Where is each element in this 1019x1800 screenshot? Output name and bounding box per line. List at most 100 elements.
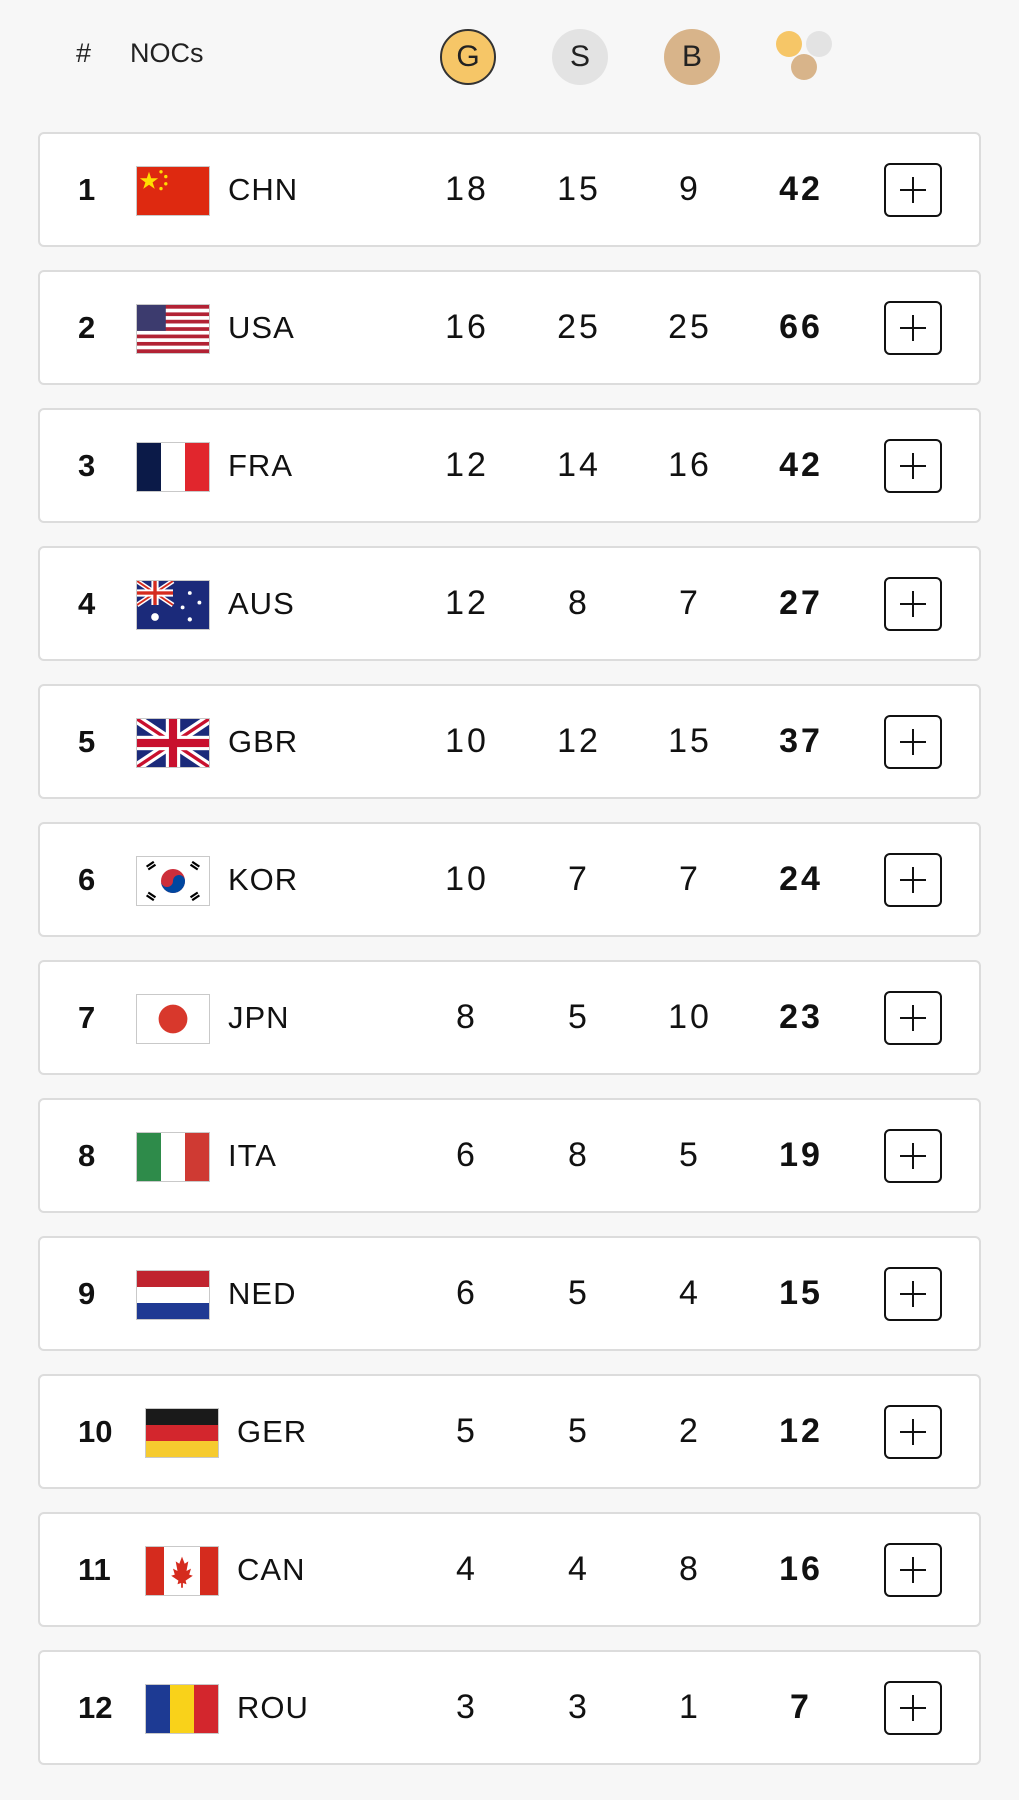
silver-count: 25 xyxy=(557,308,601,346)
noc-code: ROU xyxy=(237,1690,309,1725)
gold-count: 6 xyxy=(456,1136,478,1174)
bronze-count: 15 xyxy=(668,722,712,760)
expand-button[interactable] xyxy=(884,439,942,493)
silver-count: 5 xyxy=(568,1412,590,1450)
canada-flag-icon xyxy=(145,1546,219,1596)
gold-count: 12 xyxy=(445,446,489,484)
expand-button[interactable] xyxy=(884,301,942,355)
rank: 2 xyxy=(78,310,96,345)
medal-table: 1 CHN 18 15 9 42 2 USA 16 25 25 66 3 FRA… xyxy=(38,132,981,1788)
medals-total-icon[interactable] xyxy=(774,30,836,82)
silver-count: 3 xyxy=(568,1688,590,1726)
expand-button[interactable] xyxy=(884,991,942,1045)
noc-code: CHN xyxy=(228,172,299,207)
table-row[interactable]: 9 NED 6 5 4 15 xyxy=(38,1236,981,1351)
table-header: # NOCs G S B xyxy=(0,0,1019,110)
table-row[interactable]: 6 KOR 10 7 7 24 xyxy=(38,822,981,937)
bronze-count: 25 xyxy=(668,308,712,346)
rank: 4 xyxy=(78,586,96,621)
korea-flag-icon xyxy=(136,856,210,906)
italy-flag-icon xyxy=(136,1132,210,1182)
noc-code: GBR xyxy=(228,724,299,759)
gold-count: 3 xyxy=(456,1688,478,1726)
bronze-count: 7 xyxy=(679,584,701,622)
expand-button[interactable] xyxy=(884,577,942,631)
france-flag-icon xyxy=(136,442,210,492)
rank: 6 xyxy=(78,862,96,897)
rank-column-header: # xyxy=(76,38,92,68)
table-row[interactable]: 12 ROU 3 3 1 7 xyxy=(38,1650,981,1765)
gold-count: 10 xyxy=(445,860,489,898)
noc-code: ITA xyxy=(228,1138,277,1173)
bronze-count: 9 xyxy=(679,170,701,208)
silver-count: 4 xyxy=(568,1550,590,1588)
table-row[interactable]: 10 GER 5 5 2 12 xyxy=(38,1374,981,1489)
table-row[interactable]: 8 ITA 6 8 5 19 xyxy=(38,1098,981,1213)
bronze-count: 2 xyxy=(679,1412,701,1450)
bronze-count: 7 xyxy=(679,860,701,898)
silver-count: 5 xyxy=(568,998,590,1036)
rank: 10 xyxy=(78,1414,113,1449)
noc-code: FRA xyxy=(228,448,293,483)
gold-count: 5 xyxy=(456,1412,478,1450)
rank: 7 xyxy=(78,1000,96,1035)
netherlands-flag-icon xyxy=(136,1270,210,1320)
gold-count: 6 xyxy=(456,1274,478,1312)
rank: 8 xyxy=(78,1138,96,1173)
total-count: 15 xyxy=(779,1274,823,1312)
table-row[interactable]: 3 FRA 12 14 16 42 xyxy=(38,408,981,523)
silver-count: 14 xyxy=(557,446,601,484)
bronze-count: 1 xyxy=(679,1688,701,1726)
expand-button[interactable] xyxy=(884,715,942,769)
expand-button[interactable] xyxy=(884,163,942,217)
expand-button[interactable] xyxy=(884,1405,942,1459)
nocs-column-header[interactable]: NOCs xyxy=(130,38,204,68)
total-count: 19 xyxy=(779,1136,823,1174)
noc-code: KOR xyxy=(228,862,299,897)
noc-code: CAN xyxy=(237,1552,306,1587)
great-britain-flag-icon xyxy=(136,718,210,768)
total-count: 42 xyxy=(779,170,823,208)
rank: 1 xyxy=(78,172,96,207)
table-row[interactable]: 11 CAN 4 4 8 16 xyxy=(38,1512,981,1627)
bronze-medal-column-header[interactable]: B xyxy=(664,29,720,85)
germany-flag-icon xyxy=(145,1408,219,1458)
gold-count: 4 xyxy=(456,1550,478,1588)
bronze-count: 5 xyxy=(679,1136,701,1174)
japan-flag-icon xyxy=(136,994,210,1044)
table-row[interactable]: 7 JPN 8 5 10 23 xyxy=(38,960,981,1075)
expand-button[interactable] xyxy=(884,1681,942,1735)
usa-flag-icon xyxy=(136,304,210,354)
table-row[interactable]: 5 GBR 10 12 15 37 xyxy=(38,684,981,799)
bronze-count: 8 xyxy=(679,1550,701,1588)
total-count: 16 xyxy=(779,1550,823,1588)
rank: 3 xyxy=(78,448,96,483)
gold-count: 12 xyxy=(445,584,489,622)
expand-button[interactable] xyxy=(884,1267,942,1321)
gold-medal-column-header[interactable]: G xyxy=(440,29,496,85)
noc-code: AUS xyxy=(228,586,295,621)
total-count: 7 xyxy=(790,1688,812,1726)
silver-medal-column-header[interactable]: S xyxy=(552,29,608,85)
total-count: 27 xyxy=(779,584,823,622)
rank: 5 xyxy=(78,724,96,759)
gold-count: 16 xyxy=(445,308,489,346)
rank: 9 xyxy=(78,1276,96,1311)
expand-button[interactable] xyxy=(884,1543,942,1597)
table-row[interactable]: 2 USA 16 25 25 66 xyxy=(38,270,981,385)
expand-button[interactable] xyxy=(884,1129,942,1183)
bronze-count: 10 xyxy=(668,998,712,1036)
china-flag-icon xyxy=(136,166,210,216)
silver-count: 5 xyxy=(568,1274,590,1312)
total-count: 37 xyxy=(779,722,823,760)
gold-count: 10 xyxy=(445,722,489,760)
rank: 11 xyxy=(78,1552,111,1587)
expand-button[interactable] xyxy=(884,853,942,907)
bronze-count: 4 xyxy=(679,1274,701,1312)
table-row[interactable]: 1 CHN 18 15 9 42 xyxy=(38,132,981,247)
silver-count: 7 xyxy=(568,860,590,898)
total-count: 42 xyxy=(779,446,823,484)
noc-code: GER xyxy=(237,1414,308,1449)
table-row[interactable]: 4 AUS 12 8 7 27 xyxy=(38,546,981,661)
rank: 12 xyxy=(78,1690,113,1725)
